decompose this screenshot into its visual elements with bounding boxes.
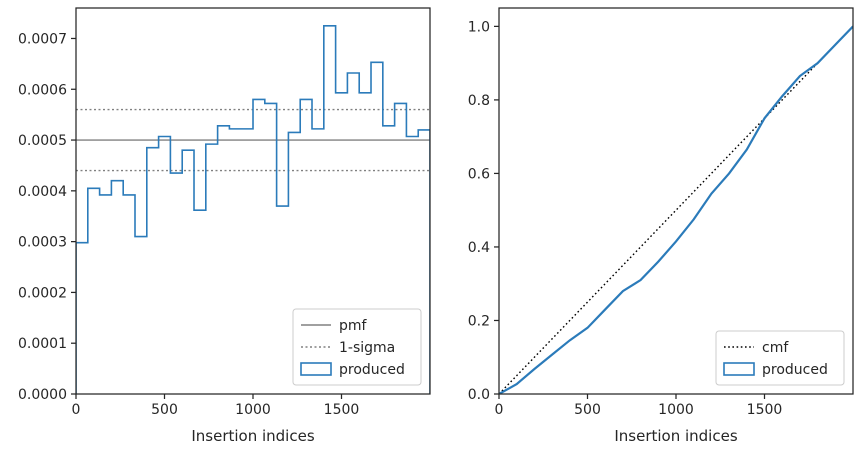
plot-area [499,25,853,394]
legend-produced-swatch [723,362,755,376]
y-tick-label: 0.8 [468,93,490,109]
plot-area [76,24,430,394]
y-tick-label: 0.0000 [18,387,67,403]
y-tick-label: 0.4 [468,240,490,256]
y-tick-label: 0.0004 [18,184,67,200]
y-tick-label: 0.2 [468,313,490,329]
legend: cmf produced [715,330,845,386]
y-tick-label: 0.0006 [18,82,67,98]
legend-label: pmf [339,318,368,334]
y-tick-label: 0.0001 [18,336,67,352]
legend-box [292,308,422,386]
legend-label: 1-sigma [339,340,395,356]
legend-box [715,330,845,386]
x-tick-label: 1500 [747,402,783,418]
y-tick-label: 0.0 [468,387,490,403]
produced-cumulative [499,25,853,394]
cmf-line [499,25,853,394]
x-tick-label: 1500 [324,402,360,418]
y-tick-label: 0.0002 [18,285,67,301]
x-tick-label: 500 [574,402,601,418]
legend: pmf 1-sigma produced [292,308,422,386]
x-tick-label: 500 [151,402,178,418]
legend-label: produced [762,362,828,378]
x-tick-label: 1000 [658,402,694,418]
y-tick-label: 0.0003 [18,235,67,251]
y-tick-label: 0.0005 [18,133,67,149]
x-axis-label: Insertion indices [191,427,314,445]
y-tick-label: 1.0 [468,19,490,35]
y-tick-label: 0.0007 [18,31,67,47]
x-tick-label: 0 [495,402,504,418]
legend-produced-swatch [300,362,332,376]
legend-label: produced [339,362,405,378]
y-tick-label: 0.6 [468,166,490,182]
x-tick-label: 1000 [235,402,271,418]
chart-panel-2: 0 500 1000 1500 0.0 0.2 0.4 0.6 0.8 1.0 Insertion … [468,7,854,445]
legend-label: cmf [762,340,789,356]
produced-histogram [76,24,430,394]
chart-panel-1: 0 500 1000 1500 0.0000 0.0001 0.0002 0.0003 0.00… [18,7,431,445]
x-tick-label: 0 [72,402,81,418]
x-axis-label: Insertion indices [614,427,737,445]
